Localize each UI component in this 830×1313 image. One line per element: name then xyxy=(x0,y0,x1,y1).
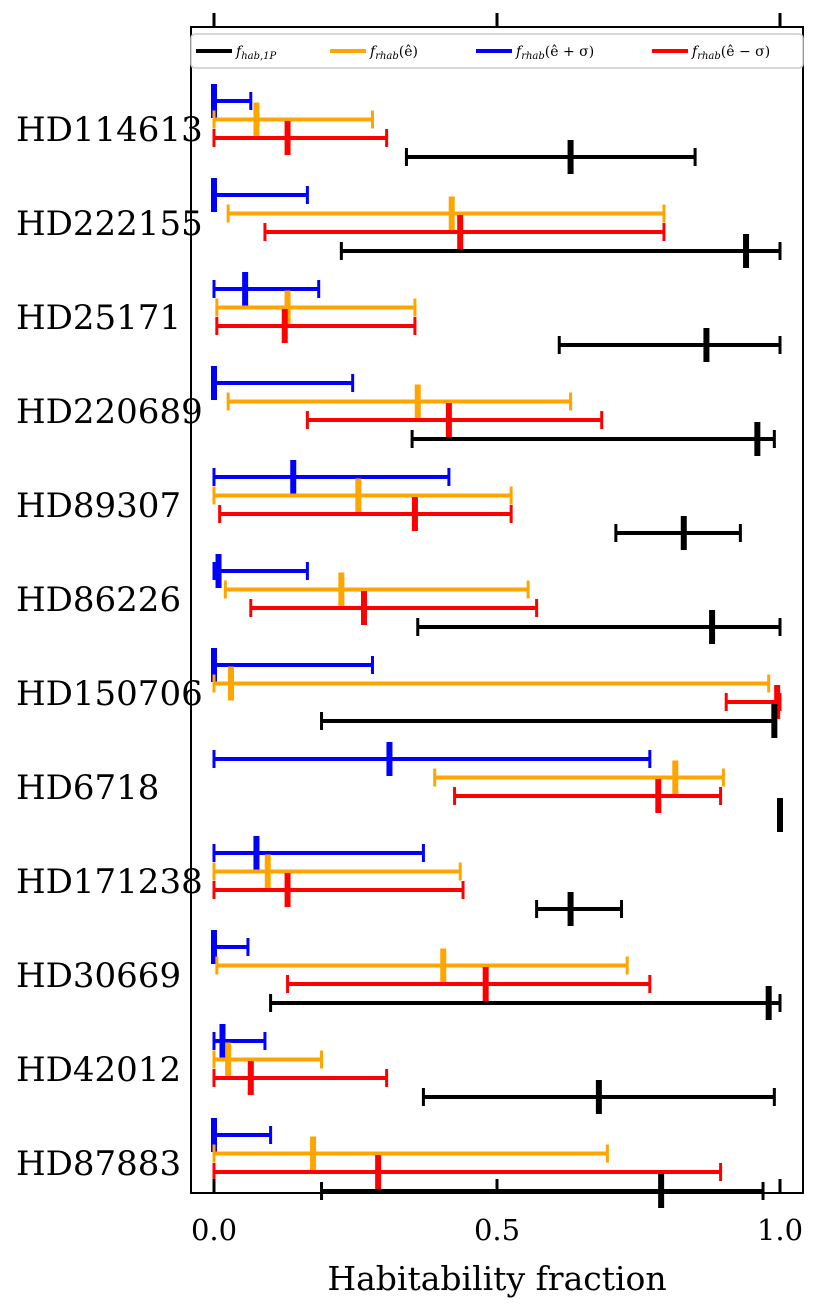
errorbar-black xyxy=(421,1080,776,1114)
errorbar-blue xyxy=(212,836,425,870)
errorbar-orange xyxy=(226,196,666,231)
category-HD89307 xyxy=(212,460,742,550)
star-label: HD87883 xyxy=(16,1144,181,1184)
x-tick-label: 0.5 xyxy=(474,1213,520,1247)
errorbar-black xyxy=(535,892,624,926)
x-axis-label: Habitability fraction xyxy=(327,1259,666,1298)
errorbar-black xyxy=(269,986,782,1020)
x-tick-label: 0.0 xyxy=(191,1213,237,1247)
errorbar-red xyxy=(212,1155,723,1189)
errorbar-blue xyxy=(212,1024,267,1058)
legend-label: fhab,1P xyxy=(235,44,277,62)
category-HD6718 xyxy=(212,742,783,832)
errorbar-red xyxy=(286,967,652,1001)
errorbar-orange xyxy=(215,948,629,983)
errorbar-blue xyxy=(211,930,250,964)
errorbar-orange xyxy=(212,102,374,137)
star-label: HD86226 xyxy=(16,580,181,620)
legend: fhab,1P frhab(ê) frhab(ê + σ) frhab(ê − σ) xyxy=(190,33,804,69)
star-label: HD25171 xyxy=(16,298,181,338)
legend-label: frhab(ê + σ) xyxy=(515,44,594,62)
star-label: HD114613 xyxy=(16,110,203,150)
star-label: HD42012 xyxy=(16,1050,181,1090)
errorbar-red xyxy=(212,1061,389,1095)
legend-item-orange: frhab(ê) xyxy=(330,44,418,62)
x-tick-label: 1.0 xyxy=(757,1213,803,1247)
legend-item-black: fhab,1P xyxy=(196,44,277,62)
errorbar-black xyxy=(339,234,782,268)
errorbar-orange xyxy=(226,384,573,419)
errorbar-blue xyxy=(211,178,309,212)
errorbar-blue xyxy=(212,742,652,776)
errorbar-orange xyxy=(212,1136,609,1171)
errorbar-blue xyxy=(212,272,321,306)
errorbar-orange xyxy=(223,572,530,607)
errorbar-black xyxy=(320,704,778,738)
errorbar-red xyxy=(212,121,389,155)
star-label: HD220689 xyxy=(16,392,203,432)
star-label: HD6718 xyxy=(16,768,159,808)
errorbar-red xyxy=(305,403,604,437)
legend-item-blue: frhab(ê + σ) xyxy=(476,44,594,62)
errorbar-black xyxy=(410,422,776,456)
category-HD150706 xyxy=(211,648,782,738)
legend-item-red: frhab(ê − σ) xyxy=(652,44,770,62)
errorbar-blue xyxy=(211,648,374,682)
errorbar-orange xyxy=(212,1042,324,1077)
star-label: HD222155 xyxy=(16,204,203,244)
category-HD220689 xyxy=(211,366,776,456)
errorbar-red xyxy=(218,497,513,531)
star-label: HD89307 xyxy=(16,486,181,526)
errorbar-blue xyxy=(211,1118,273,1152)
errorbar-red xyxy=(263,215,666,249)
category-HD30669 xyxy=(211,930,782,1020)
category-HD25171 xyxy=(212,272,782,362)
errorbar-orange xyxy=(212,666,771,701)
category-HD222155 xyxy=(211,178,782,268)
errorbar-black xyxy=(320,1174,765,1208)
category-HD114613 xyxy=(211,84,697,174)
category-HD87883 xyxy=(211,1118,765,1208)
x-axis-ticks: 0.0 0.5 1.0 xyxy=(191,13,803,1247)
star-label: HD30669 xyxy=(16,956,181,996)
star-label: HD150706 xyxy=(16,674,203,714)
errorbar-red xyxy=(249,591,539,625)
errorbar-black xyxy=(557,328,782,362)
legend-label: frhab(ê) xyxy=(369,44,418,62)
errorbar-red xyxy=(453,779,723,813)
category-HD86226 xyxy=(212,554,782,644)
errorbar-red xyxy=(212,873,465,907)
errorbar-black xyxy=(404,140,697,174)
errorbar-orange xyxy=(212,478,513,513)
legend-label: frhab(ê − σ) xyxy=(691,44,770,62)
category-HD42012 xyxy=(212,1024,776,1114)
errorbar-orange xyxy=(212,854,462,889)
errorbar-blue xyxy=(212,554,309,588)
errorbar-black xyxy=(614,516,742,550)
star-label: HD171238 xyxy=(16,862,203,902)
category-HD171238 xyxy=(212,836,624,926)
errorbar-black xyxy=(416,610,782,644)
errorbar-blue xyxy=(212,460,451,494)
star-labels: HD114613 HD222155 HD25171 HD220689 HD89307 HD… xyxy=(16,110,203,1184)
errorbar-red xyxy=(215,309,417,343)
errorbar-orange xyxy=(433,760,725,795)
errorbar-blue xyxy=(211,366,355,400)
error-bars xyxy=(211,84,783,1208)
errorbar-blue xyxy=(211,84,253,118)
